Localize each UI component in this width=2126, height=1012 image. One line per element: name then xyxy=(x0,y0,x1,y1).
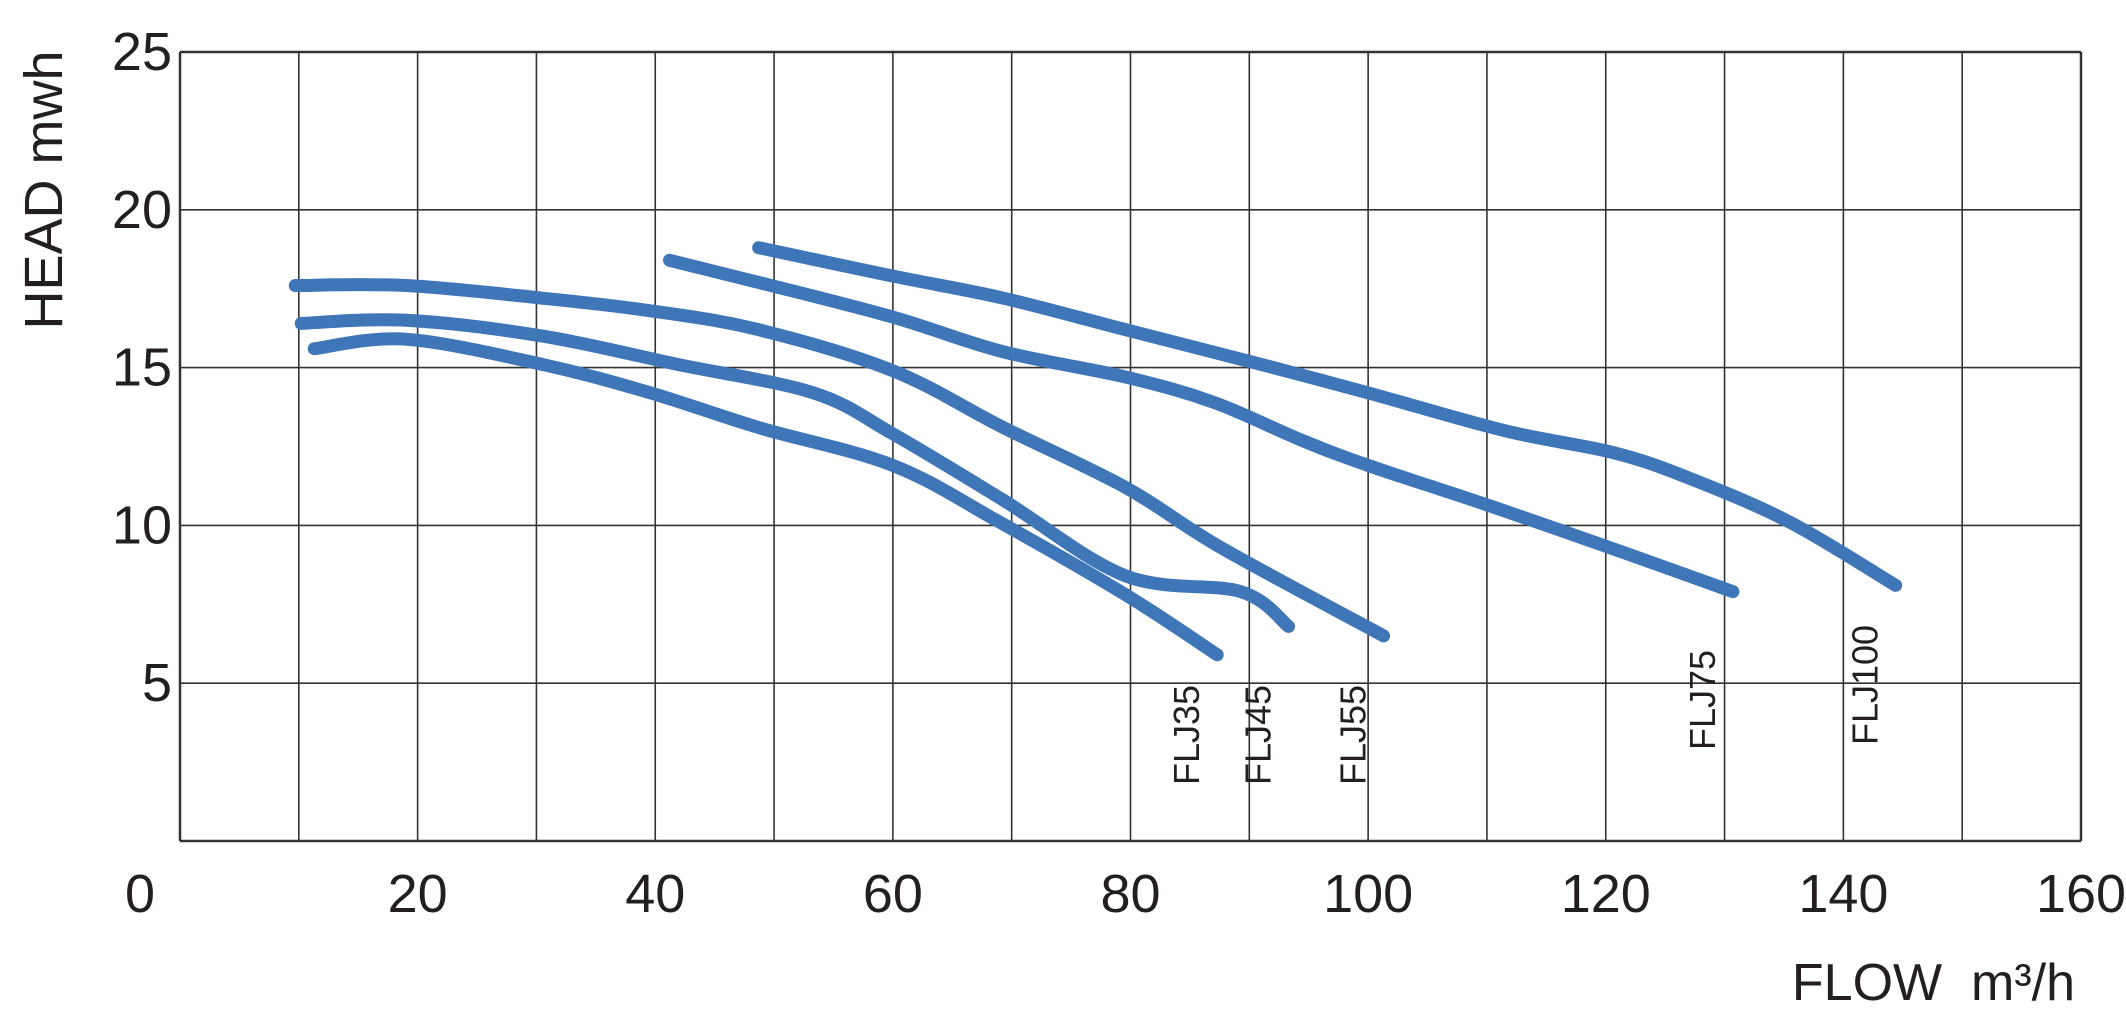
curve-flj75 xyxy=(663,253,1740,599)
series-label: FLJ100 xyxy=(1845,625,1886,745)
x-tick-label: 60 xyxy=(863,864,923,924)
y-tick-label: 25 xyxy=(112,22,172,82)
x-tick-label: 120 xyxy=(1561,864,1651,924)
tick-labels: 0 20 40 60 80 100 120 140 160 5 10 15 20 25 xyxy=(112,22,2126,924)
curve-flj100 xyxy=(752,241,1903,592)
series-label: FLJ45 xyxy=(1238,685,1279,785)
curve-flj35 xyxy=(307,332,1224,662)
y-tick-label: 20 xyxy=(112,180,172,240)
x-tick-label: 160 xyxy=(2036,864,2126,924)
curve-flj55 xyxy=(288,278,1391,643)
x-tick-label: 20 xyxy=(388,864,448,924)
series-label: FLJ55 xyxy=(1333,685,1374,785)
y-tick-label: 15 xyxy=(112,338,172,398)
x-tick-label: 80 xyxy=(1100,864,1160,924)
curves xyxy=(288,241,1903,662)
y-tick-label: 5 xyxy=(142,653,172,713)
x-tick-label: 0 xyxy=(125,864,155,924)
x-tick-label: 140 xyxy=(1798,864,1888,924)
x-tick-label: 100 xyxy=(1323,864,1413,924)
x-tick-label: 40 xyxy=(625,864,685,924)
grid xyxy=(178,50,2083,843)
x-axis-label: FLOW m³/h xyxy=(1792,954,2075,1012)
y-axis-label: HEAD mwh xyxy=(14,50,74,329)
series-label: FLJ35 xyxy=(1166,685,1207,785)
curve-flj45 xyxy=(294,313,1296,633)
series-label: FLJ75 xyxy=(1682,650,1723,750)
series-labels: FLJ35 FLJ45 FLJ55 FLJ75 FLJ100 xyxy=(1166,625,1885,785)
y-tick-label: 10 xyxy=(112,495,172,555)
